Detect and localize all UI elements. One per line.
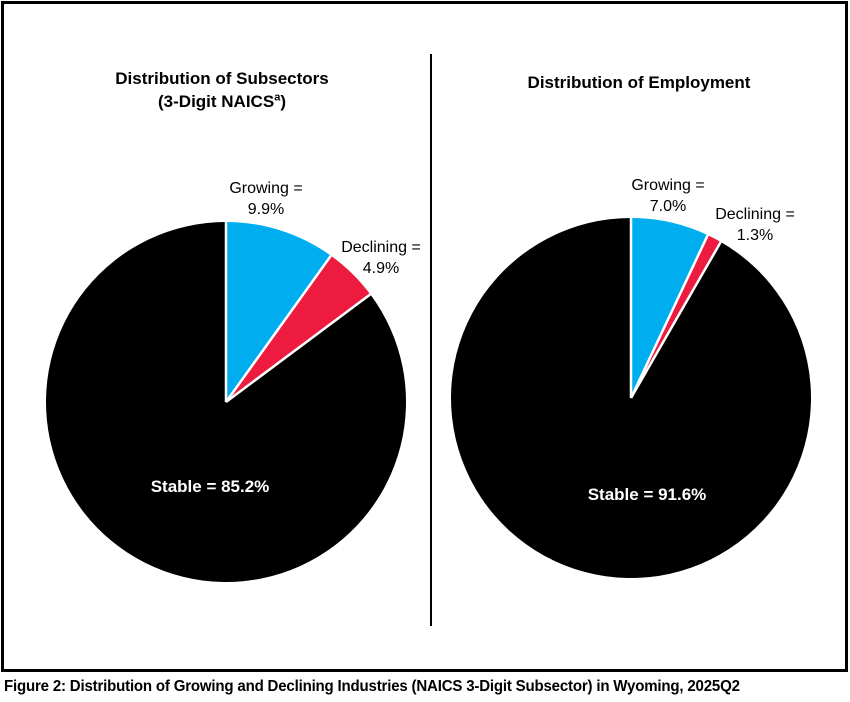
slice-separator-line <box>629 234 709 399</box>
left-growing-label: Growing = 9.9% <box>229 180 303 218</box>
right-chart-title-line1: Distribution of Employment <box>527 73 751 92</box>
pie-chart-employment <box>451 218 812 578</box>
figure-caption: Figure 2: Distribution of Growing and De… <box>4 678 740 695</box>
left-declining-label: Declining = 4.9% <box>341 239 421 277</box>
left-chart-title: Distribution of Subsectors (3-Digit NAIC… <box>42 67 402 113</box>
pie-slice-growing <box>226 222 331 402</box>
right-stable-label: Stable = 91.6% <box>587 485 707 504</box>
right-declining-label: Declining = 1.3% <box>715 206 795 244</box>
pie-slice-growing <box>631 218 708 398</box>
figure-border-box: Distribution of Subsectors (3-Digit NAIC… <box>1 1 848 672</box>
left-stable-label: Stable = 85.2% <box>150 477 270 496</box>
slice-separator-line <box>225 293 372 404</box>
footnote-marker: a <box>274 91 281 104</box>
right-chart-title: Distribution of Employment <box>459 71 819 94</box>
pie-slice-declining <box>226 255 371 402</box>
slice-separator-line <box>224 254 332 403</box>
right-growing-label: Growing = 7.0% <box>631 177 705 215</box>
left-chart-title-line2: (3-Digit NAICSa) <box>158 91 286 111</box>
left-chart-title-line1: Distribution of Subsectors <box>115 69 329 88</box>
pie-chart-subsectors <box>45 222 406 582</box>
panel-divider <box>430 54 432 626</box>
slice-separator-line <box>629 241 722 399</box>
